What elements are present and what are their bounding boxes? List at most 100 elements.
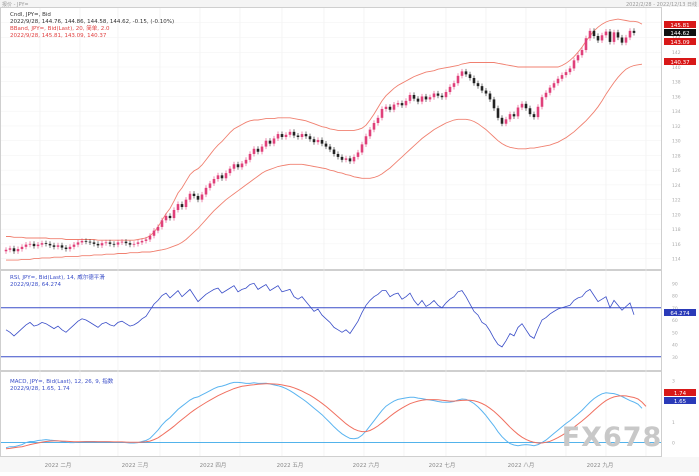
candle-body	[544, 92, 548, 98]
candle-body	[560, 75, 564, 79]
candle	[56, 242, 60, 250]
candle	[580, 47, 584, 58]
candle-body	[408, 94, 412, 101]
candle	[112, 241, 116, 248]
candle	[404, 98, 408, 108]
candle	[76, 239, 80, 248]
candle	[420, 93, 424, 105]
candle	[4, 247, 8, 254]
candle	[448, 84, 452, 95]
candle-body	[608, 31, 612, 42]
candle-body	[432, 93, 436, 98]
candle	[124, 239, 128, 246]
candle-body	[228, 168, 232, 174]
rsi-legend-values: 2022/9/28, 64.274	[10, 282, 61, 288]
candle-body	[476, 83, 480, 87]
candle	[476, 80, 480, 89]
candle-body	[520, 103, 524, 108]
candle	[532, 111, 536, 120]
candle-body	[64, 247, 68, 250]
candle	[624, 34, 628, 46]
candle-body	[320, 139, 324, 144]
candle	[52, 242, 56, 250]
candle	[148, 233, 152, 243]
candle-body	[412, 94, 416, 99]
candle	[572, 57, 576, 72]
candle-body	[548, 87, 552, 93]
candle	[132, 241, 136, 248]
candle	[552, 80, 556, 91]
candle	[352, 154, 356, 164]
x-tick-label: 2022 三月	[122, 462, 149, 469]
candle-body	[148, 235, 152, 240]
candle	[516, 104, 520, 119]
candle-body	[272, 138, 276, 144]
candle-body	[580, 50, 584, 56]
candle-body	[240, 163, 244, 168]
candle-body	[340, 156, 344, 160]
candle-body	[76, 242, 80, 245]
tag-mid-band-text: 143.09	[670, 40, 690, 46]
candle	[248, 151, 252, 163]
candle-body	[144, 239, 148, 241]
candle-body	[372, 122, 376, 130]
candle-body	[448, 86, 452, 93]
candle-body	[180, 204, 184, 208]
price-tick-label: 128	[672, 153, 681, 159]
candle	[564, 69, 568, 78]
candle-body	[504, 119, 508, 124]
tag-upper-band-text: 145.81	[670, 23, 689, 29]
candle-body	[620, 37, 624, 43]
candle-body	[324, 143, 328, 147]
candle	[128, 240, 132, 248]
x-tick-label: 2022 四月	[200, 462, 227, 469]
candle	[304, 131, 308, 139]
candle-body	[116, 242, 120, 245]
candle	[348, 155, 352, 164]
candle	[180, 201, 184, 210]
candle	[20, 244, 24, 252]
candle-body	[472, 78, 476, 84]
candle	[136, 239, 140, 247]
tag-lower-band: 140.37	[664, 58, 696, 66]
candle-body	[528, 108, 532, 115]
rsi-line	[5, 282, 635, 348]
candle-body	[396, 103, 400, 105]
candle	[356, 149, 360, 160]
candle	[332, 146, 336, 157]
candle	[428, 94, 432, 102]
rsi-tick-label: 60	[672, 318, 678, 324]
candle	[436, 90, 440, 99]
tag-mid-band: 143.09	[664, 38, 696, 46]
candle-body	[612, 32, 616, 42]
price-tick-label: 126	[672, 168, 681, 174]
candle	[364, 133, 368, 147]
candle	[524, 101, 528, 111]
candle-body	[424, 96, 428, 100]
candle-body	[24, 244, 28, 247]
candle	[432, 90, 436, 100]
candle-body	[512, 114, 516, 117]
candle	[144, 236, 148, 244]
candle-body	[44, 243, 48, 244]
candle	[424, 93, 428, 102]
candle-body	[88, 241, 92, 243]
x-tick-label: 2022 七月	[429, 461, 456, 469]
rsi-group	[5, 282, 635, 348]
tag-last-price: 144.62	[664, 29, 696, 37]
candle-body	[568, 68, 572, 73]
candle	[284, 132, 288, 140]
candle-body	[400, 103, 404, 106]
candle	[460, 68, 464, 79]
candle-body	[108, 242, 112, 244]
candle-body	[420, 96, 424, 102]
candle	[492, 96, 496, 111]
candle-body	[388, 106, 392, 110]
candle-body	[124, 241, 128, 244]
candle-body	[364, 136, 368, 145]
candle	[592, 28, 596, 39]
candle-body	[252, 148, 256, 154]
candle-body	[348, 158, 352, 162]
candle-body	[444, 92, 448, 98]
